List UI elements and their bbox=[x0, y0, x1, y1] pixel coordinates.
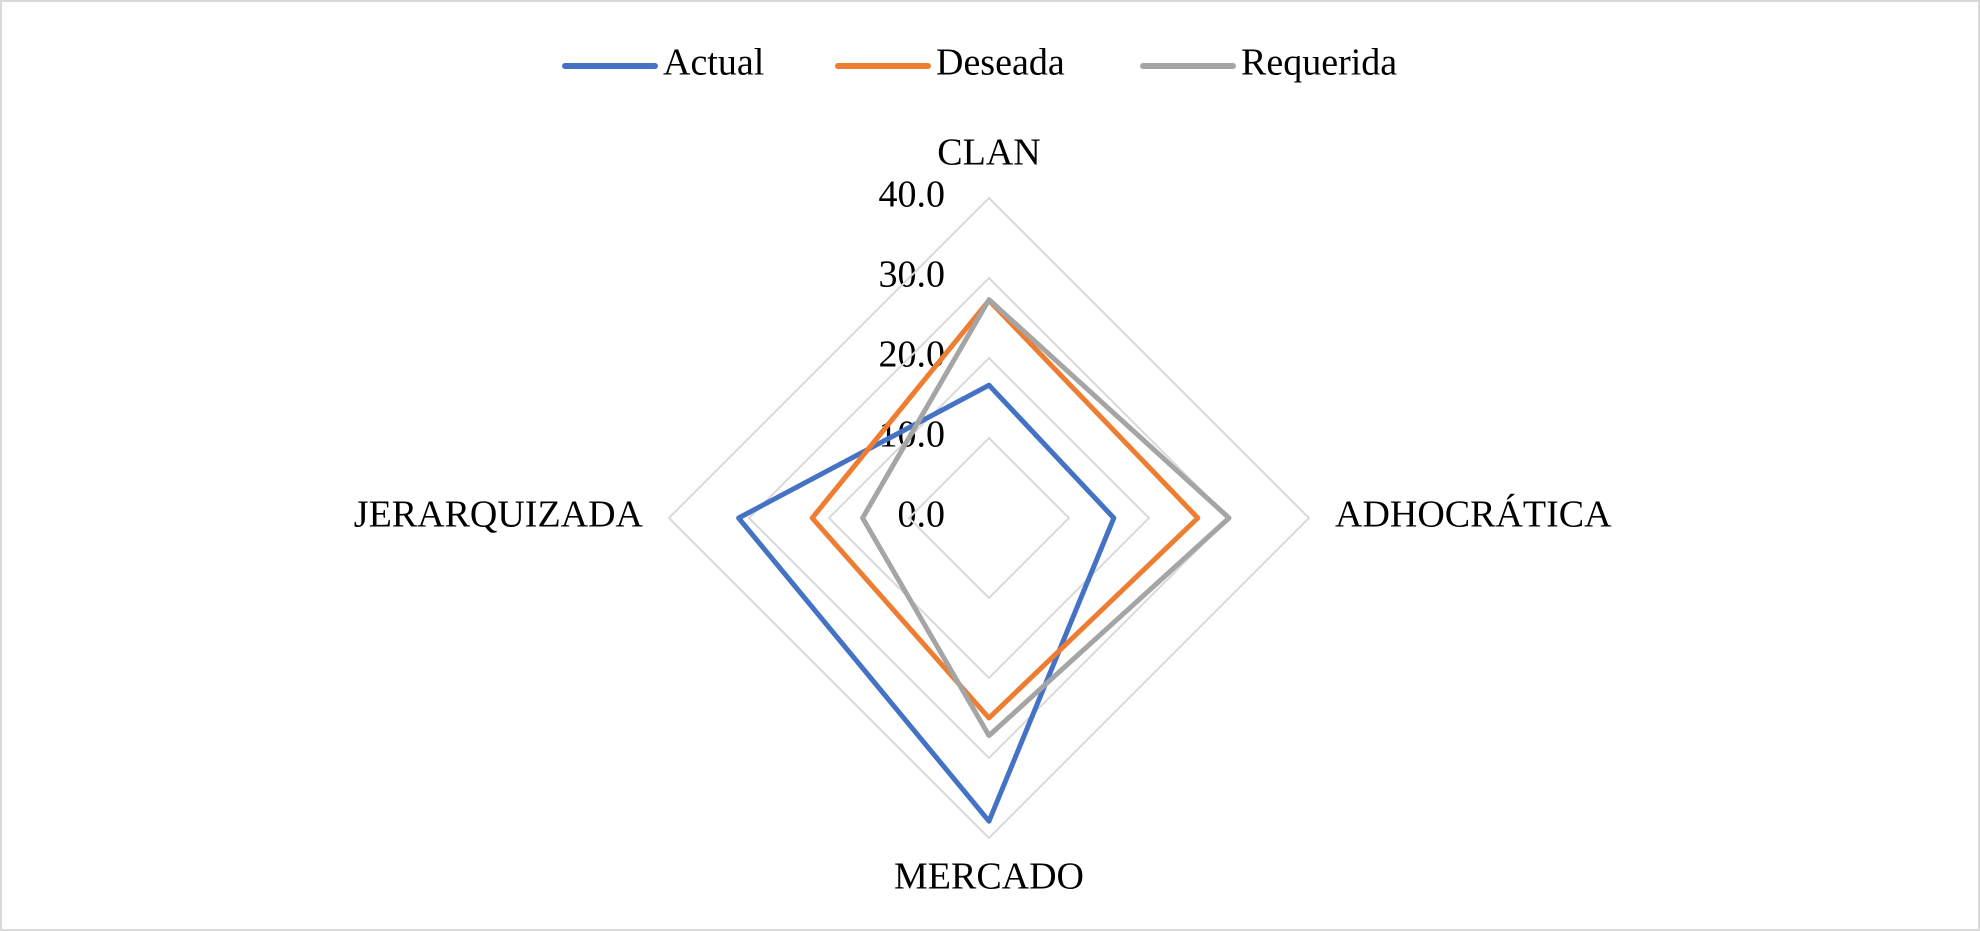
legend-label: Requerida bbox=[1241, 42, 1397, 84]
r-tick-label: 0.0 bbox=[898, 494, 946, 536]
category-label: JERARQUIZADA bbox=[354, 494, 644, 536]
grid-ring bbox=[667, 196, 1311, 840]
series-line bbox=[736, 382, 1117, 824]
grid-ring bbox=[907, 436, 1071, 600]
grid-ring bbox=[827, 356, 1151, 680]
category-label: MERCADO bbox=[894, 856, 1084, 898]
r-tick-label: 40.0 bbox=[879, 174, 946, 216]
legend-label: Deseada bbox=[936, 42, 1065, 84]
grid-ring bbox=[747, 276, 1231, 760]
category-label: ADHOCRÁTICA bbox=[1335, 494, 1612, 536]
series-line bbox=[860, 297, 1232, 739]
legend-label: Actual bbox=[663, 42, 764, 84]
series-line bbox=[809, 297, 1201, 721]
category-label: CLAN bbox=[937, 132, 1040, 174]
